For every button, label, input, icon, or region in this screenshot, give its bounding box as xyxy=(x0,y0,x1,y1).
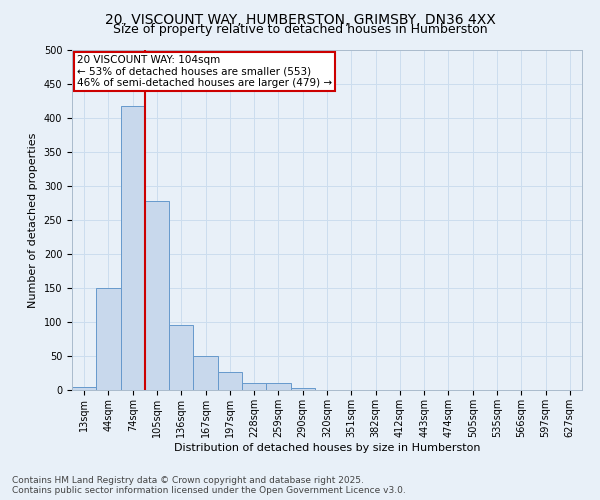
Bar xyxy=(96,288,121,390)
Bar xyxy=(145,201,169,390)
Text: 20, VISCOUNT WAY, HUMBERSTON, GRIMSBY, DN36 4XX: 20, VISCOUNT WAY, HUMBERSTON, GRIMSBY, D… xyxy=(104,12,496,26)
Bar xyxy=(193,356,218,390)
Bar xyxy=(169,326,193,390)
Text: Size of property relative to detached houses in Humberston: Size of property relative to detached ho… xyxy=(113,22,487,36)
Y-axis label: Number of detached properties: Number of detached properties xyxy=(28,132,38,308)
Bar xyxy=(290,388,315,390)
Bar xyxy=(218,372,242,390)
Text: Contains HM Land Registry data © Crown copyright and database right 2025.
Contai: Contains HM Land Registry data © Crown c… xyxy=(12,476,406,495)
Text: 20 VISCOUNT WAY: 104sqm
← 53% of detached houses are smaller (553)
46% of semi-d: 20 VISCOUNT WAY: 104sqm ← 53% of detache… xyxy=(77,55,332,88)
Bar xyxy=(121,106,145,390)
Bar xyxy=(266,383,290,390)
Bar xyxy=(72,386,96,390)
Bar xyxy=(242,383,266,390)
X-axis label: Distribution of detached houses by size in Humberston: Distribution of detached houses by size … xyxy=(174,442,480,452)
